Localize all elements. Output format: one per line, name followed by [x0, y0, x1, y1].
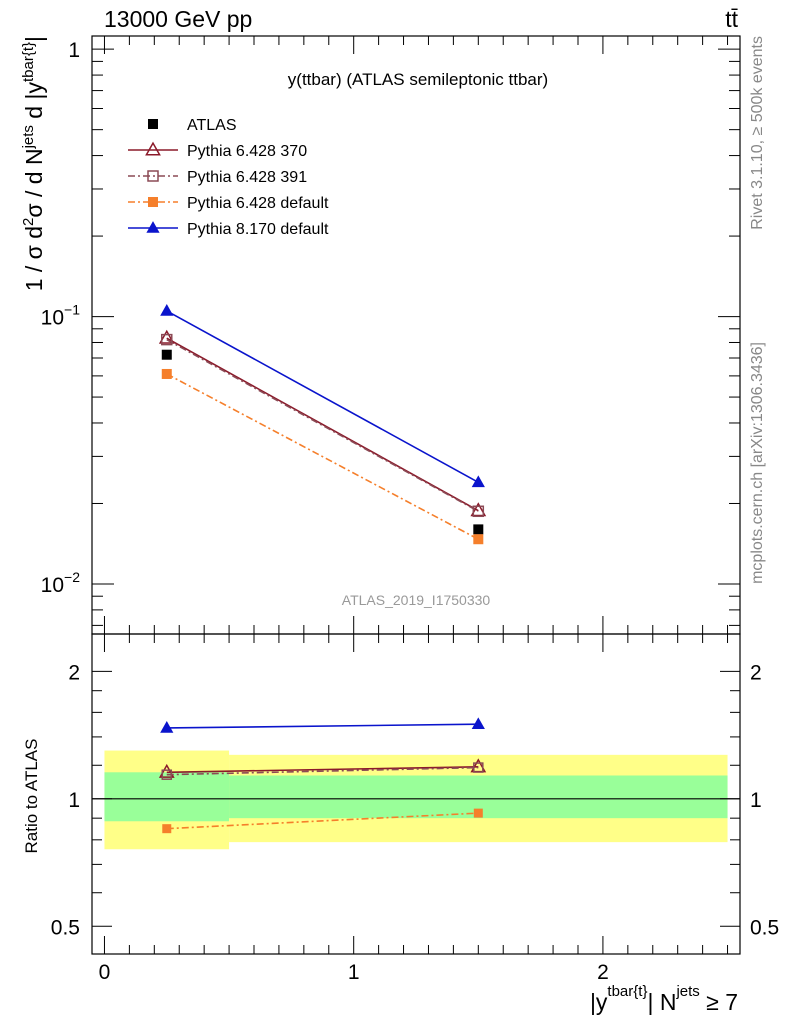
data-point	[471, 475, 485, 488]
x-label-sup: jets	[675, 983, 699, 1000]
ratio-ticks: 0.5 0.5 1 1 2 2 0 1 2	[51, 634, 779, 984]
x-tick-label: 1	[348, 961, 360, 984]
x-tick-label: 2	[597, 961, 609, 984]
x-label-part: ≥ 7	[700, 989, 738, 1015]
series-line	[166, 338, 479, 512]
y-label-part: d |y	[21, 82, 47, 126]
main-title: y(ttbar) (ATLAS semileptonic ttbar)	[288, 70, 548, 89]
legend-label: ATLAS	[187, 117, 237, 134]
legend-label: Pythia 6.428 default	[187, 195, 329, 212]
y-label-part: |	[21, 36, 47, 42]
x-axis-label: |ytbar{t}| Njets ≥ 7	[590, 983, 738, 1015]
ratio-panel: 0.5 0.5 1 1 2 2 0 1 2 Ratio to ATLAS |ytbar{t}| …	[22, 633, 779, 1015]
ratio-y-tick-label: 1	[68, 789, 80, 812]
y-label-sup: jets	[20, 125, 37, 149]
ratio-y-tick-label-right: 0.5	[750, 916, 779, 939]
rivet-label: Rivet 3.1.10, ≥ 500k events	[749, 36, 766, 230]
uncertainty-band-inner	[104, 772, 230, 822]
x-label-sup: tbar{t}	[607, 983, 647, 1000]
series-line	[166, 310, 479, 484]
ratio-data-point	[161, 769, 173, 780]
ratio-y-tick-label: 2	[68, 661, 80, 684]
series-line	[166, 373, 479, 540]
x-tick-label: 0	[99, 961, 111, 984]
tick-label-exponent: −2	[64, 569, 80, 585]
ratio-series-line	[166, 766, 479, 776]
tick-label-base: 1	[68, 39, 80, 62]
ratio-data-point	[471, 717, 485, 730]
process-label: tt̄	[725, 6, 738, 32]
legend-marker	[145, 141, 161, 156]
legend: ATLAS Pythia 6.428 370 Pythia 6.428 391 Pyt…	[128, 117, 329, 238]
y-label-sup: 2	[20, 218, 37, 226]
legend-marker	[147, 170, 159, 182]
data-point	[161, 368, 172, 379]
tick-label-exponent: −1	[64, 302, 80, 318]
legend-label: Pythia 6.428 370	[187, 143, 307, 160]
main-panel: 110−110−2 y(ttbar) (ATLAS semileptonic t…	[20, 35, 741, 635]
main-y-tick-label: 10−1	[41, 302, 81, 330]
data-point	[161, 349, 172, 360]
tick-label-base: 10	[41, 574, 64, 597]
ratio-series-line	[166, 766, 479, 774]
data-point	[161, 333, 173, 346]
ratio-frame	[91, 633, 741, 955]
tick-label-base: 10	[41, 307, 64, 330]
main-y-tick-label: 1	[68, 39, 80, 62]
ratio-series-line	[166, 723, 479, 729]
ratio-y-axis-label: Ratio to ATLAS	[22, 739, 41, 854]
ratio-data-point	[162, 824, 172, 834]
ratio-series-line	[166, 812, 479, 830]
y-label-part: 1 / σ d	[21, 226, 47, 291]
data-point	[158, 329, 175, 344]
ratio-y-tick-label-right: 2	[750, 661, 762, 684]
ratio-y-tick-label: 0.5	[51, 916, 80, 939]
data-point	[472, 505, 485, 518]
main-series-layer	[158, 304, 487, 545]
legend-marker	[148, 197, 158, 207]
y-label-part: σ / d N	[21, 148, 47, 217]
ratio-series-layer	[158, 717, 487, 834]
data-point	[473, 524, 484, 535]
ratio-bands	[92, 750, 740, 850]
ratio-data-point	[473, 762, 484, 773]
energy-label: 13000 GeV pp	[104, 6, 252, 32]
data-point	[473, 534, 484, 545]
main-y-ticks: 110−110−2	[41, 36, 740, 634]
data-point	[470, 502, 487, 517]
x-label-part: | N	[647, 989, 676, 1015]
x-label-part: |y	[590, 989, 608, 1015]
main-y-axis-label: 1 / σ d2σ / d Njets d |ytbar{t}|	[20, 36, 47, 291]
data-point	[160, 304, 174, 316]
main-y-tick-label: 10−2	[41, 569, 81, 597]
ratio-data-point	[473, 808, 483, 818]
legend-label: Pythia 8.170 default	[187, 221, 329, 238]
y-label-sup: tbar{t}	[20, 42, 37, 82]
ratio-data-point	[160, 721, 174, 733]
legend-label: Pythia 6.428 391	[187, 169, 307, 186]
legend-marker	[146, 221, 160, 233]
watermark: ATLAS_2019_I1750330	[342, 592, 491, 608]
legend-marker	[148, 119, 158, 129]
source-label: mcplots.cern.ch [arXiv:1306.3436]	[749, 342, 766, 584]
ratio-data-point	[158, 763, 175, 778]
ratio-y-tick-label-right: 1	[750, 789, 762, 812]
